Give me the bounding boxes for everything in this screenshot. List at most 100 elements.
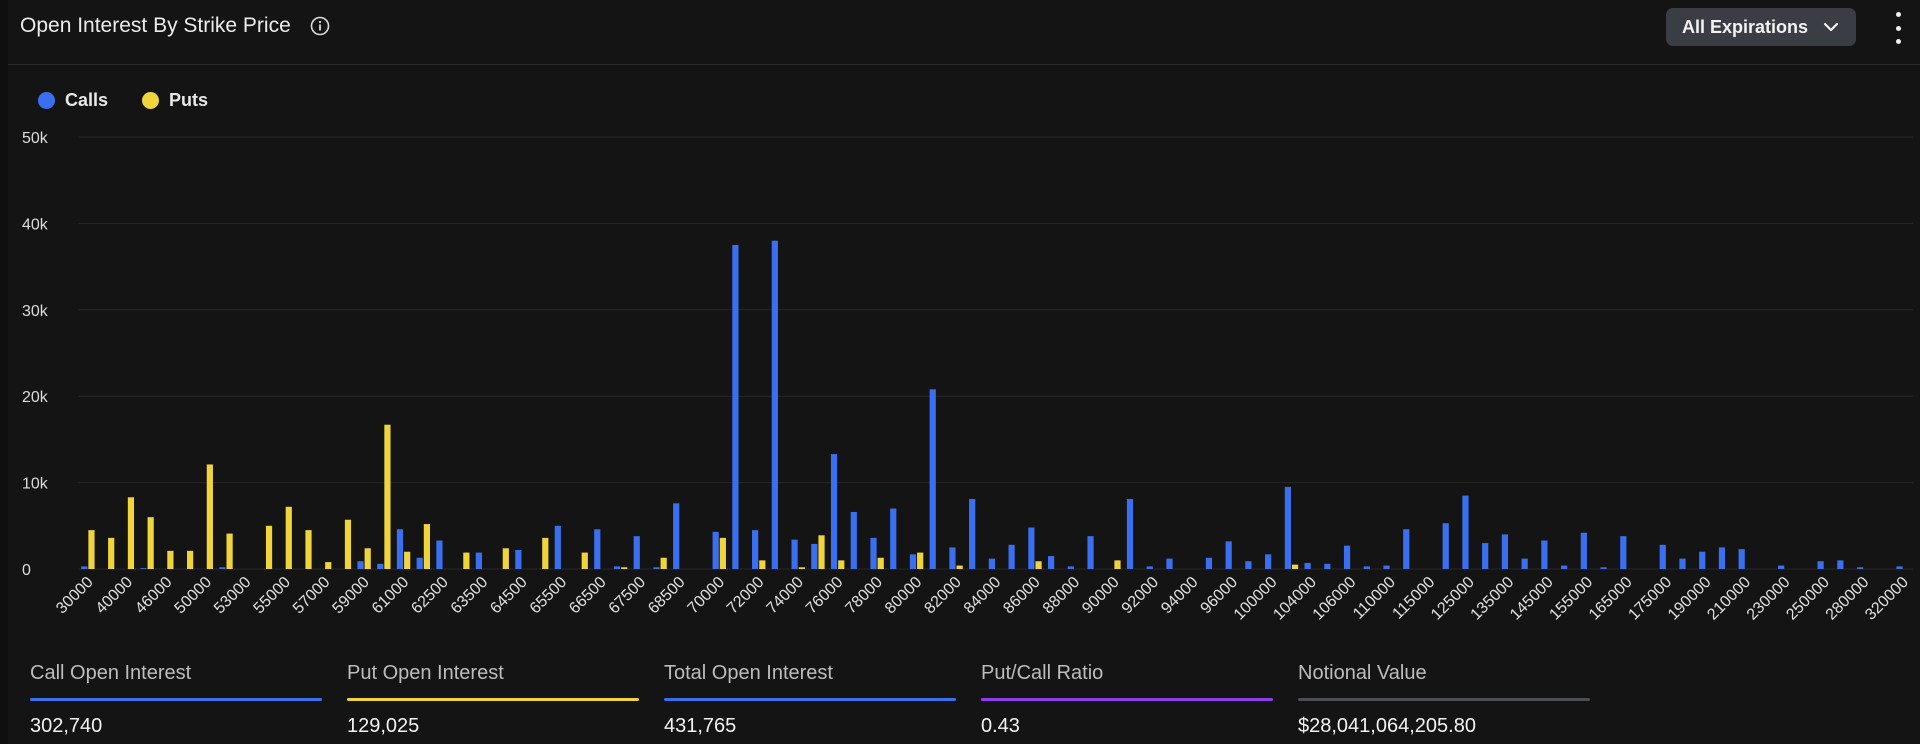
- bar-puts-68000[interactable]: [660, 557, 667, 569]
- bar-puts-48000[interactable]: [187, 550, 194, 569]
- bar-puts-52000[interactable]: [226, 533, 233, 569]
- bar-calls-68500[interactable]: [673, 503, 680, 569]
- bar-puts-80000[interactable]: [917, 552, 924, 569]
- bar-calls-93000[interactable]: [1166, 558, 1173, 569]
- bar-calls-86000[interactable]: [1028, 527, 1035, 569]
- bar-calls-30000[interactable]: [81, 566, 88, 569]
- bar-calls-67500[interactable]: [633, 536, 640, 569]
- bar-calls-72000[interactable]: [752, 530, 759, 569]
- bar-calls-71000[interactable]: [732, 245, 739, 569]
- bar-calls-160000[interactable]: [1600, 567, 1607, 569]
- bar-puts-66000[interactable]: [581, 552, 588, 569]
- bar-calls-190000[interactable]: [1699, 551, 1706, 569]
- bar-calls-120000[interactable]: [1442, 523, 1449, 569]
- bar-calls-81000[interactable]: [929, 389, 936, 569]
- bar-calls-98000[interactable]: [1245, 561, 1252, 569]
- bar-puts-67000[interactable]: [621, 567, 628, 569]
- bar-calls-230000[interactable]: [1778, 565, 1785, 569]
- info-icon[interactable]: [310, 16, 330, 36]
- bar-calls-52000[interactable]: [219, 567, 226, 569]
- bar-calls-125000[interactable]: [1462, 495, 1469, 569]
- bar-calls-75000[interactable]: [811, 543, 818, 569]
- bar-puts-76000[interactable]: [838, 560, 845, 569]
- bar-calls-130000[interactable]: [1482, 543, 1489, 569]
- bar-calls-67000[interactable]: [613, 566, 621, 569]
- bar-puts-58000[interactable]: [344, 519, 352, 569]
- bar-calls-80000[interactable]: [909, 554, 917, 569]
- bar-calls-59000[interactable]: [357, 561, 364, 569]
- bar-puts-70000[interactable]: [719, 537, 726, 569]
- bar-puts-56000[interactable]: [305, 530, 312, 569]
- bar-puts-35000[interactable]: [108, 537, 115, 569]
- bar-calls-108000[interactable]: [1363, 566, 1370, 569]
- bar-calls-280000[interactable]: [1856, 567, 1864, 569]
- bar-puts-102000[interactable]: [1291, 564, 1299, 569]
- bar-calls-320000[interactable]: [1896, 566, 1903, 569]
- bar-puts-50000[interactable]: [206, 464, 213, 569]
- bar-puts-61000[interactable]: [404, 551, 411, 569]
- bar-calls-91000[interactable]: [1126, 499, 1134, 569]
- bar-puts-55000[interactable]: [285, 506, 292, 569]
- bar-calls-135000[interactable]: [1501, 534, 1509, 569]
- bar-puts-75000[interactable]: [818, 535, 825, 569]
- bar-puts-45000[interactable]: [147, 517, 154, 569]
- bar-puts-46000[interactable]: [167, 550, 174, 569]
- bar-puts-64000[interactable]: [502, 548, 509, 569]
- bar-puts-74000[interactable]: [798, 567, 805, 569]
- bar-calls-82000[interactable]: [949, 547, 956, 569]
- bar-calls-180000[interactable]: [1679, 558, 1686, 569]
- bar-calls-95000[interactable]: [1205, 557, 1213, 569]
- bar-puts-57000[interactable]: [325, 562, 332, 569]
- bar-calls-70000[interactable]: [712, 531, 719, 569]
- bar-calls-63500[interactable]: [475, 552, 482, 569]
- bar-calls-78000[interactable]: [870, 537, 877, 569]
- legend-item-calls[interactable]: Calls: [38, 90, 108, 111]
- bar-calls-200000[interactable]: [1718, 547, 1726, 569]
- bar-calls-87000[interactable]: [1047, 556, 1055, 569]
- bar-calls-89000[interactable]: [1087, 536, 1094, 569]
- bar-puts-78000[interactable]: [877, 557, 884, 569]
- bar-calls-104000[interactable]: [1304, 562, 1311, 569]
- bar-calls-73000[interactable]: [771, 240, 778, 569]
- bar-calls-165000[interactable]: [1620, 536, 1627, 569]
- bar-calls-84000[interactable]: [988, 558, 995, 569]
- bar-puts-40000[interactable]: [127, 497, 135, 569]
- bar-calls-155000[interactable]: [1580, 532, 1587, 569]
- bar-calls-105000[interactable]: [1324, 563, 1331, 569]
- bar-calls-106000[interactable]: [1343, 545, 1351, 569]
- bar-puts-54000[interactable]: [265, 525, 273, 569]
- bar-calls-62000[interactable]: [416, 557, 423, 569]
- bar-calls-100000[interactable]: [1265, 554, 1272, 569]
- bar-puts-65000[interactable]: [542, 537, 549, 569]
- bar-calls-92000[interactable]: [1146, 566, 1153, 569]
- bar-puts-60000[interactable]: [384, 424, 391, 569]
- bar-calls-250000[interactable]: [1817, 561, 1824, 569]
- legend-item-puts[interactable]: Puts: [142, 90, 208, 111]
- bar-calls-83000[interactable]: [969, 499, 976, 569]
- bar-puts-86000[interactable]: [1035, 561, 1042, 569]
- bar-calls-175000[interactable]: [1659, 544, 1666, 569]
- bar-calls-145000[interactable]: [1541, 540, 1548, 569]
- bar-calls-45000[interactable]: [140, 568, 147, 569]
- bar-puts-30000[interactable]: [88, 530, 95, 569]
- bar-puts-82000[interactable]: [956, 565, 963, 569]
- bar-calls-85000[interactable]: [1008, 544, 1015, 569]
- bar-calls-150000[interactable]: [1561, 565, 1568, 569]
- bar-calls-76000[interactable]: [830, 454, 838, 569]
- bar-calls-62500[interactable]: [436, 540, 443, 569]
- bar-calls-102000[interactable]: [1284, 486, 1291, 569]
- bar-calls-66500[interactable]: [594, 529, 601, 569]
- bar-puts-59000[interactable]: [364, 548, 371, 569]
- bar-calls-140000[interactable]: [1521, 558, 1528, 569]
- bar-puts-63000[interactable]: [463, 552, 470, 569]
- bar-calls-60000[interactable]: [377, 563, 384, 569]
- bar-calls-68000[interactable]: [653, 567, 660, 569]
- bar-puts-62000[interactable]: [423, 524, 430, 569]
- expiration-dropdown[interactable]: All Expirations: [1666, 8, 1856, 46]
- bar-calls-88000[interactable]: [1067, 566, 1074, 569]
- bar-puts-72000[interactable]: [759, 560, 766, 569]
- bar-calls-260000[interactable]: [1837, 560, 1844, 569]
- bar-puts-90000[interactable]: [1114, 560, 1121, 569]
- bar-calls-65500[interactable]: [554, 525, 561, 569]
- bar-calls-64500[interactable]: [515, 549, 522, 569]
